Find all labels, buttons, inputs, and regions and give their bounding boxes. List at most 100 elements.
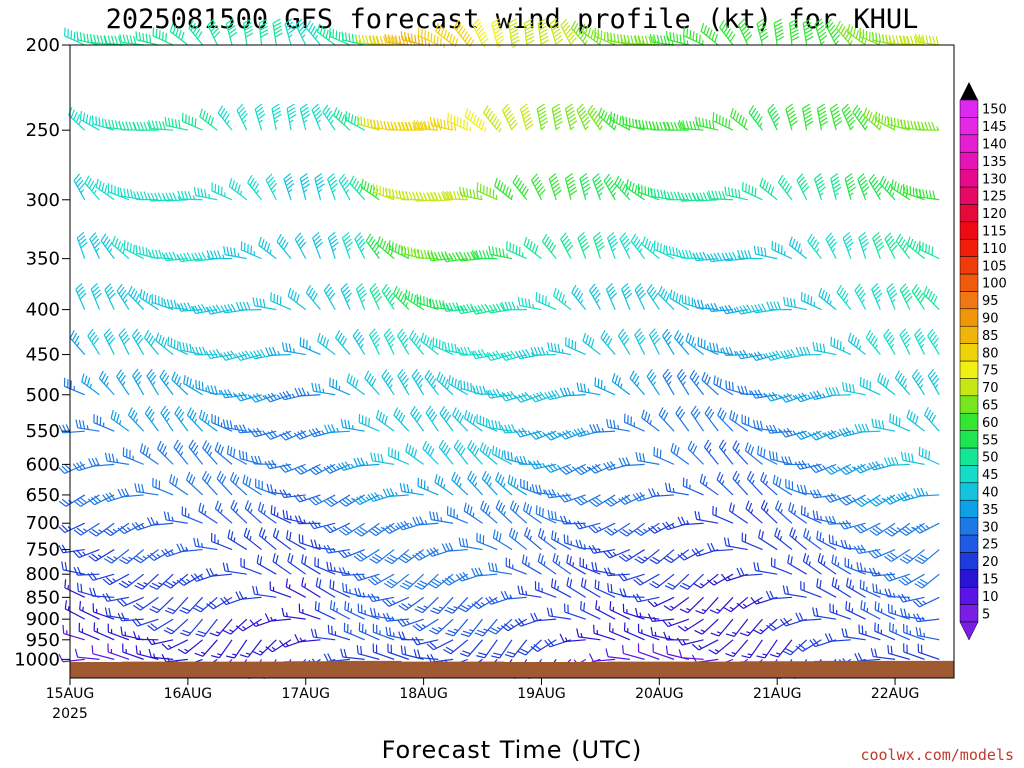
wind-barb	[622, 603, 645, 620]
barb-feather	[218, 473, 224, 482]
barb-feather	[677, 554, 685, 561]
barb-feather	[663, 245, 666, 254]
barb-staff	[535, 589, 557, 598]
barb-feather	[248, 478, 252, 487]
barb-staff	[919, 522, 940, 534]
barb-staff	[520, 486, 542, 496]
barb-half-feather	[496, 626, 502, 630]
barb-half-feather	[97, 554, 102, 558]
barb-half-feather	[820, 515, 823, 521]
barb-half-feather	[409, 522, 414, 528]
barb-feather	[149, 585, 158, 590]
barb-half-feather	[721, 480, 725, 485]
barb-half-feather	[172, 581, 177, 585]
barb-feather	[170, 338, 173, 347]
wind-barb	[308, 494, 336, 506]
barb-feather	[260, 503, 265, 513]
barb-staff	[698, 639, 719, 651]
wind-barb	[758, 529, 778, 551]
barb-half-feather	[98, 529, 103, 533]
barb-feather	[895, 416, 898, 425]
barb-feather	[58, 544, 64, 554]
barb-staff	[799, 618, 822, 622]
barb-feather	[482, 502, 487, 512]
barb-feather	[429, 641, 437, 649]
barb-feather	[834, 579, 838, 588]
barb-feather	[752, 629, 762, 635]
barb-half-feather	[756, 599, 761, 604]
wind-barb	[382, 596, 410, 608]
barb-feather	[74, 648, 79, 658]
wind-barb	[723, 537, 748, 551]
wind-barb	[595, 600, 616, 620]
wind-barb	[617, 572, 645, 582]
wind-barb	[903, 623, 925, 641]
barb-feather	[607, 583, 610, 592]
wind-barb	[679, 573, 704, 590]
barb-feather	[597, 378, 600, 388]
barb-feather	[176, 341, 179, 350]
wind-barb	[104, 607, 130, 620]
barb-feather	[441, 579, 450, 586]
barb-staff	[607, 656, 630, 660]
barb-feather	[272, 553, 276, 562]
barb-feather	[249, 619, 256, 627]
barb-feather	[470, 382, 473, 392]
barb-staff	[416, 639, 439, 646]
barb-feather	[577, 497, 585, 504]
barb-staff	[123, 596, 144, 607]
barb-feather	[565, 492, 572, 501]
barb-feather	[531, 484, 535, 493]
barb-feather	[415, 552, 423, 560]
barb-feather	[369, 558, 378, 564]
barb-feather	[192, 607, 202, 613]
wind-barb	[102, 593, 130, 602]
wind-barb	[546, 607, 572, 620]
barb-staff	[230, 618, 248, 635]
wind-barb	[413, 649, 439, 660]
barb-staff	[151, 656, 174, 660]
barb-feather	[518, 246, 521, 256]
wind-barb	[441, 573, 469, 586]
barb-feather	[785, 648, 794, 654]
barb-feather	[179, 609, 188, 614]
barb-half-feather	[458, 482, 462, 488]
barb-feather	[912, 600, 920, 608]
barb-half-feather	[128, 556, 133, 560]
barb-feather	[782, 650, 791, 656]
barb-feather	[256, 554, 260, 564]
barb-feather	[176, 543, 182, 552]
barb-feather	[293, 494, 301, 503]
wind-barb	[566, 577, 586, 598]
barb-half-feather	[558, 561, 561, 566]
barb-staff	[298, 639, 321, 643]
barb-feather	[146, 636, 153, 645]
barb-staff	[803, 536, 822, 551]
barb-feather	[563, 515, 568, 524]
wind-barb	[632, 593, 660, 603]
barb-feather	[105, 576, 114, 584]
barb-staff	[389, 522, 410, 534]
barb-feather	[636, 593, 642, 602]
barb-feather	[310, 539, 314, 548]
wind-barb	[812, 607, 837, 620]
barb-feather	[373, 608, 377, 617]
barb-feather	[193, 537, 197, 547]
barb-half-feather	[852, 585, 854, 590]
barb-feather	[245, 451, 248, 461]
barb-staff	[696, 518, 719, 524]
barb-feather	[545, 296, 547, 305]
barb-half-feather	[568, 519, 572, 524]
barb-staff	[405, 596, 424, 611]
barb-feather	[367, 494, 374, 502]
barb-feather	[386, 556, 395, 562]
barb-feather	[163, 583, 172, 589]
barb-feather	[853, 526, 862, 534]
barb-feather	[721, 573, 728, 582]
barb-feather	[332, 580, 335, 590]
wind-barb	[558, 492, 586, 503]
barb-staff	[755, 569, 778, 575]
barb-staff	[94, 494, 115, 506]
wind-barb	[163, 618, 189, 635]
wind-barb	[255, 478, 277, 496]
